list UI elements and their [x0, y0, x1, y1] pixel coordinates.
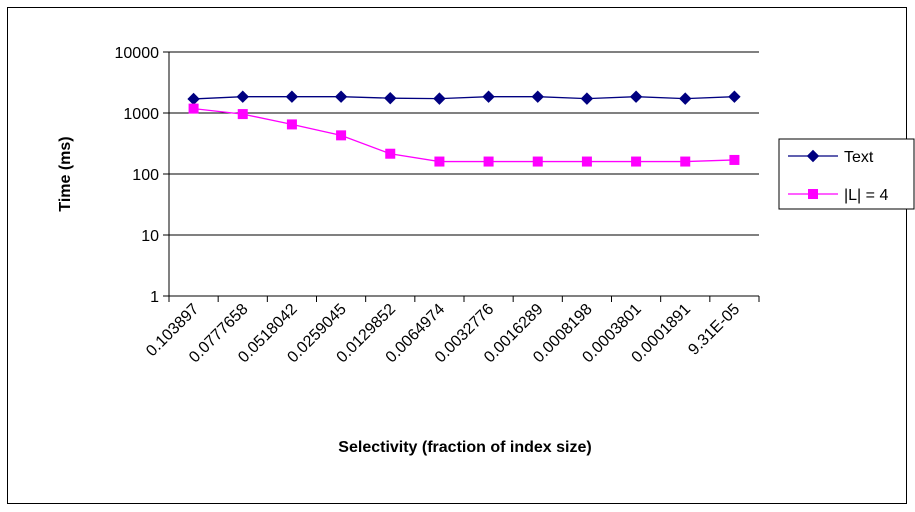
data-point [631, 156, 642, 167]
data-point [433, 92, 446, 105]
data-point [629, 90, 643, 103]
legend-marker [808, 189, 818, 199]
data-point [729, 154, 740, 165]
y-tick-label: 1 [150, 289, 159, 306]
data-point [286, 119, 297, 130]
legend-label: |L| = 4 [844, 187, 888, 204]
legend: Text |L| = 4 [788, 149, 888, 204]
data-point [336, 130, 347, 141]
series-line [193, 107, 735, 163]
data-point [679, 92, 692, 105]
data-point [532, 156, 543, 167]
data-point [728, 90, 741, 103]
legend-item-2: |L| = 4 [788, 187, 888, 204]
tick-labels: 1101001000100000.1038970.07776580.051804… [115, 45, 744, 366]
gridlines [169, 51, 759, 236]
series-2 [188, 103, 740, 167]
data-point [581, 156, 592, 167]
series-1 [187, 90, 741, 106]
data-point [187, 92, 200, 106]
data-point [285, 90, 299, 103]
y-tick-label: 100 [132, 167, 159, 184]
y-tick-label: 1000 [123, 106, 159, 123]
data-point [680, 156, 691, 167]
data-point [237, 109, 248, 120]
legend-marker [806, 149, 820, 163]
chart-area [7, 7, 907, 504]
data-point [334, 90, 348, 103]
x-axis-title: Selectivity (fraction of index size) [338, 439, 591, 456]
legend-box [778, 138, 915, 210]
data-point [434, 156, 445, 167]
y-axis-title: Time (ms) [57, 136, 74, 211]
data-point [580, 92, 594, 105]
data-point [236, 90, 249, 103]
data-point [482, 90, 495, 103]
y-tick-label: 10 [141, 228, 159, 245]
series-layer [187, 90, 741, 167]
axes [163, 51, 760, 302]
data-point [531, 90, 544, 103]
legend-item-1: Text [788, 149, 874, 166]
x-tick-label: 9.31E-05 [685, 301, 743, 359]
data-point [385, 148, 396, 159]
data-point [384, 91, 397, 105]
data-point [483, 156, 494, 167]
series-line [193, 96, 735, 100]
legend-label: Text [844, 149, 874, 166]
data-point [188, 103, 199, 114]
y-tick-label: 10000 [115, 45, 160, 62]
